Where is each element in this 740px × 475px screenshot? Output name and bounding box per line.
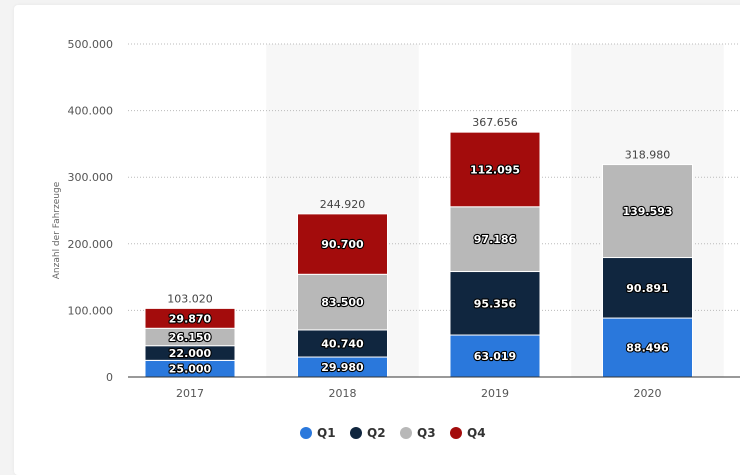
y-tick-label: 200.000 xyxy=(68,238,114,251)
data-label: 97.186 xyxy=(474,233,517,246)
legend-marker xyxy=(450,427,462,439)
bar-segment xyxy=(602,317,693,378)
total-label: 318.980 xyxy=(625,149,671,162)
y-tick-label: 100.000 xyxy=(68,304,114,317)
total-label: 367.656 xyxy=(472,116,518,129)
bar-segment xyxy=(602,257,693,319)
data-label: 29.980 xyxy=(321,361,364,374)
data-label: 29.870 xyxy=(169,312,212,325)
legend-label: Q3 xyxy=(417,426,436,440)
legend-marker xyxy=(350,427,362,439)
data-label: 26.150 xyxy=(169,331,212,344)
legend-label: Q1 xyxy=(317,426,336,440)
y-axis-label: Anzahl der Fahrzeuge xyxy=(52,181,62,279)
total-label: 244.920 xyxy=(320,198,366,211)
x-tick-label: 2017 xyxy=(176,387,204,400)
data-label: 95.356 xyxy=(474,297,517,310)
bar-segment xyxy=(297,273,388,331)
bar-segment xyxy=(297,213,388,275)
data-label: 139.593 xyxy=(622,205,672,218)
y-tick-label: 500.000 xyxy=(68,38,114,51)
data-label: 90.700 xyxy=(321,238,364,251)
bar-segment xyxy=(602,164,693,259)
data-label: 40.740 xyxy=(321,337,364,350)
bar-segment xyxy=(297,329,388,358)
data-label: 88.496 xyxy=(626,342,669,355)
data-label: 90.891 xyxy=(626,282,668,295)
x-tick-label: 2020 xyxy=(634,387,662,400)
x-tick-label: 2018 xyxy=(329,387,357,400)
bar-segment xyxy=(144,307,236,329)
y-tick-label: 300.000 xyxy=(68,171,114,184)
data-label: 63.019 xyxy=(474,350,516,363)
bar-segment xyxy=(449,131,541,208)
legend-label: Q4 xyxy=(467,426,486,440)
data-label: 22.000 xyxy=(169,347,212,360)
y-tick-label: 0 xyxy=(106,371,113,384)
legend-label: Q2 xyxy=(367,426,386,440)
legend-marker xyxy=(300,427,312,439)
total-label: 103.020 xyxy=(167,292,213,305)
y-tick-label: 400.000 xyxy=(68,105,114,118)
x-tick-label: 2019 xyxy=(481,387,509,400)
legend-marker xyxy=(400,427,412,439)
data-label: 112.095 xyxy=(470,163,520,176)
bar-segment xyxy=(449,271,541,336)
data-label: 83.500 xyxy=(321,296,364,309)
bar-segment xyxy=(449,206,541,273)
data-label: 25.000 xyxy=(169,363,212,376)
